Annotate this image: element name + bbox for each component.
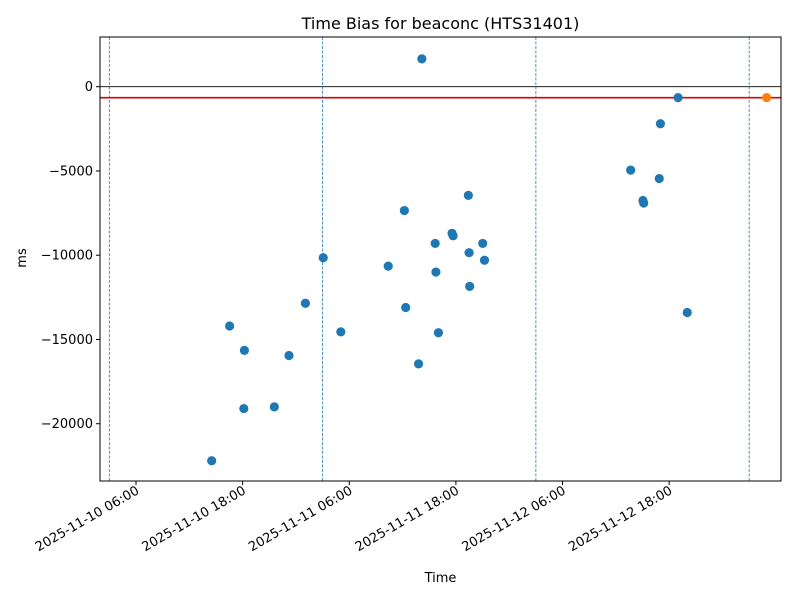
y-tick-label: −20000: [41, 417, 93, 432]
y-axis-ticks: 0 −5000 −10000 −15000 −20000: [41, 80, 100, 432]
data-point: [682, 307, 692, 318]
data-point: [318, 253, 328, 263]
data-point: [464, 248, 474, 258]
data-point: [300, 298, 311, 308]
data-point: [383, 261, 393, 271]
data-point: [284, 350, 294, 361]
data-point: [417, 54, 427, 64]
vertical-reference-lines: [108, 37, 750, 481]
data-point: [433, 328, 444, 338]
data-point: [673, 93, 683, 103]
data-point: [654, 173, 664, 184]
x-axis-label: Time: [424, 571, 457, 586]
data-point: [626, 165, 636, 175]
data-point: [207, 456, 217, 466]
data-point: [224, 321, 235, 331]
data-point: [269, 402, 279, 412]
data-point: [431, 267, 441, 277]
horizontal-reference-lines: [100, 86, 781, 99]
data-point: [430, 238, 440, 249]
latest-data-point: [762, 93, 772, 103]
data-point: [463, 190, 473, 200]
data-point: [639, 198, 649, 208]
y-tick-label: −5000: [49, 164, 93, 179]
y-axis-label: ms: [15, 248, 30, 268]
data-points: [207, 54, 772, 466]
data-point: [448, 231, 458, 241]
data-point: [239, 345, 250, 356]
chart-title: Time Bias for beaconc (HTS31401): [301, 14, 580, 33]
data-point: [465, 281, 475, 291]
data-point: [399, 205, 409, 216]
data-point: [478, 238, 488, 249]
data-point: [401, 302, 411, 313]
y-tick-label: −15000: [41, 333, 93, 348]
y-tick-label: −10000: [41, 249, 93, 264]
data-point: [239, 403, 249, 414]
data-point: [413, 359, 424, 369]
y-tick-label: 0: [85, 80, 93, 95]
data-point: [655, 119, 666, 129]
data-point: [336, 327, 346, 337]
data-point: [479, 255, 490, 265]
plot-frame: [99, 36, 782, 482]
